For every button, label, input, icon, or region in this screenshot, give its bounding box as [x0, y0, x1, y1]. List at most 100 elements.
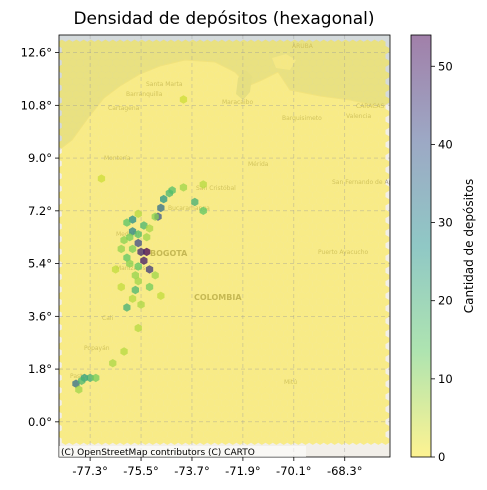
- hexbin-empty-cell: [221, 260, 230, 269]
- hexbin-empty-cell: [134, 411, 142, 420]
- hexbin-empty-cell: [211, 279, 219, 288]
- hexbin-empty-cell: [87, 329, 95, 338]
- hexbin-empty-cell: [320, 430, 328, 439]
- hexbin-empty-cell: [138, 354, 146, 363]
- hexbin-empty-cell: [341, 342, 350, 351]
- hexbin-empty-cell: [247, 115, 255, 124]
- hexbin-empty-cell: [323, 423, 331, 433]
- hexbin-empty-cell: [69, 146, 77, 156]
- hexbin-empty-cell: [232, 127, 241, 137]
- hexbin-empty-cell: [211, 241, 219, 250]
- hexbin-empty-cell: [112, 222, 120, 231]
- colorbar-tick-label: 0: [438, 450, 445, 464]
- hexbin-empty-cell: [141, 184, 150, 193]
- hexbin-empty-cell: [61, 159, 70, 168]
- hexbin-empty-cell: [269, 316, 277, 326]
- hexbin-empty-cell: [152, 153, 160, 162]
- plot-area: ARUBA CARACAS Santa Marta Barranquilla C…: [59, 35, 390, 457]
- hexbin-empty-cell: [371, 304, 379, 313]
- hexbin-empty-cell: [229, 197, 237, 206]
- hexbin-empty-cell: [163, 222, 171, 231]
- hexbin-empty-cell: [251, 83, 259, 93]
- hexbin-empty-cell: [196, 77, 204, 86]
- hexbin-empty-cell: [269, 216, 277, 225]
- hexbin-empty-cell: [283, 354, 291, 363]
- hexbin-empty-cell: [214, 209, 222, 219]
- hexbin-empty-cell: [116, 140, 124, 149]
- hexbin-empty-cell: [265, 159, 273, 168]
- hexbin-empty-cell: [59, 178, 66, 187]
- hexbin-empty-cell: [232, 266, 241, 275]
- hexbin-empty-cell: [196, 52, 204, 61]
- hexbin-empty-cell: [80, 190, 88, 200]
- hexbin-empty-cell: [294, 398, 302, 408]
- hexbin-empty-cell: [167, 216, 175, 225]
- hexbin-empty-cell: [138, 379, 146, 389]
- hexbin-empty-cell: [59, 115, 66, 124]
- y-tick-label: 3.6°: [28, 309, 52, 323]
- hexbin-empty-cell: [363, 342, 371, 351]
- hexbin-empty-cell: [305, 102, 313, 111]
- hexbin-empty-cell: [345, 247, 353, 256]
- hexbin-empty-cell: [170, 222, 179, 231]
- hexbin-empty-cell: [269, 405, 277, 414]
- hexbin-empty-cell: [145, 127, 153, 137]
- hexbin-empty-cell: [225, 203, 233, 212]
- hexbin-empty-cell: [123, 329, 131, 338]
- hexbin-empty-cell: [181, 52, 190, 61]
- attribution-background: [59, 446, 306, 457]
- hexbin-empty-cell: [214, 411, 222, 420]
- hexbin-empty-cell: [371, 115, 379, 124]
- hexbin-empty-cell: [356, 90, 364, 99]
- hexbin-empty-cell: [341, 190, 350, 200]
- hexbin-empty-cell: [378, 140, 386, 149]
- hexbin-empty-cell: [331, 386, 339, 395]
- hexbin-empty-cell: [59, 90, 66, 99]
- hexbin-empty-cell: [378, 291, 386, 300]
- hexbin-empty-cell: [272, 360, 281, 370]
- hexbin-empty-cell: [371, 153, 379, 162]
- hexbin-empty-cell: [65, 329, 73, 338]
- hexbin-empty-cell: [65, 354, 73, 363]
- hexbin-empty-cell: [59, 430, 66, 439]
- hexbin-empty-cell: [112, 436, 120, 445]
- hexbin-empty-cell: [134, 83, 142, 93]
- hexbin-empty-cell: [109, 228, 117, 237]
- hexbin-empty-cell: [192, 335, 200, 345]
- hexbin-empty-cell: [301, 197, 310, 206]
- hexbin-empty-cell: [94, 127, 102, 137]
- hexbin-empty-cell: [243, 272, 251, 282]
- hexbin-empty-cell: [72, 279, 80, 288]
- hexbin-cell: [160, 194, 168, 204]
- hexbin-empty-cell: [101, 190, 110, 200]
- hexbin-empty-cell: [130, 354, 139, 363]
- hexbin-empty-cell: [83, 423, 91, 433]
- hexbin-empty-cell: [352, 96, 361, 105]
- hexbin-empty-cell: [243, 83, 251, 93]
- hexbin-empty-cell: [331, 423, 339, 433]
- hexbin-empty-cell: [352, 58, 361, 67]
- hexbin-empty-cell: [312, 379, 321, 389]
- hexbin-empty-cell: [236, 260, 244, 269]
- hexbin-empty-cell: [229, 411, 237, 420]
- hexbin-empty-cell: [356, 329, 364, 338]
- hexbin-empty-cell: [80, 178, 88, 187]
- hexbin-empty-cell: [247, 165, 255, 174]
- hexbin-empty-cell: [120, 360, 128, 370]
- hexbin-empty-cell: [214, 335, 222, 345]
- hexbin-empty-cell: [178, 58, 186, 67]
- hexbin-empty-cell: [265, 272, 273, 282]
- hexbin-empty-cell: [341, 203, 350, 212]
- hexbin-empty-cell: [301, 234, 310, 244]
- hexbin-empty-cell: [345, 96, 353, 105]
- hexbin-empty-cell: [207, 360, 215, 370]
- hexbin-empty-cell: [294, 297, 302, 307]
- hexbin-empty-cell: [309, 134, 317, 143]
- hexbin-empty-cell: [181, 379, 190, 389]
- hexbin-empty-cell: [305, 203, 313, 212]
- hexbin-empty-cell: [174, 392, 182, 401]
- hexbin-empty-cell: [356, 52, 364, 61]
- hexbin-empty-cell: [101, 392, 110, 401]
- hexbin-empty-cell: [367, 436, 375, 445]
- hexbin-empty-cell: [83, 209, 91, 219]
